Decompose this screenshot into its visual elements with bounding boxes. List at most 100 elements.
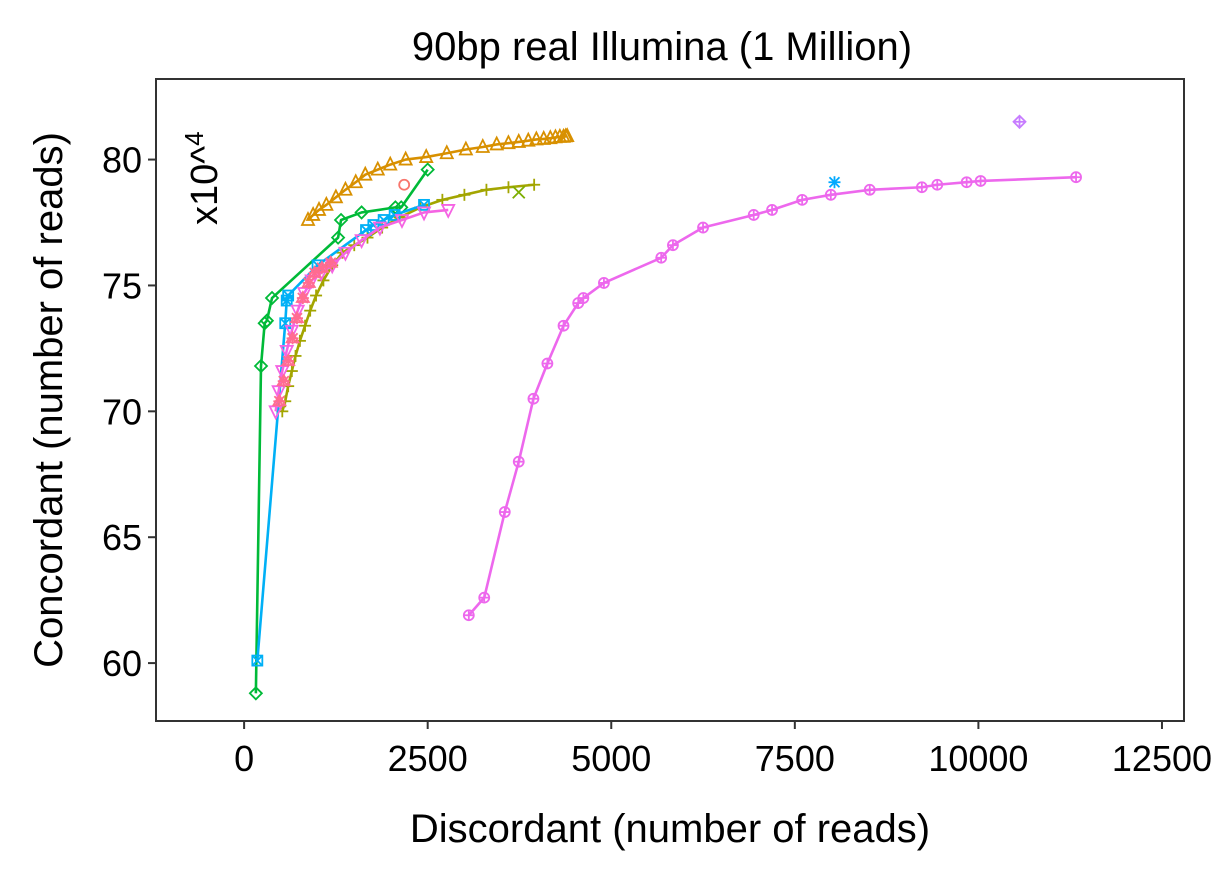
data-point	[290, 304, 306, 320]
data-point	[271, 385, 287, 401]
data-point	[372, 221, 388, 237]
plot-area	[155, 78, 1185, 722]
data-point	[284, 324, 300, 340]
x-tick-label: 5000	[571, 738, 651, 779]
data-point	[420, 162, 435, 177]
chart-title: 90bp real Illumina (1 Million)	[412, 25, 912, 69]
data-point	[300, 210, 316, 226]
data-point	[259, 313, 275, 328]
data-point	[264, 290, 280, 306]
data-point	[279, 345, 295, 360]
data-point	[915, 181, 928, 194]
data-point	[489, 135, 505, 151]
data-point	[354, 234, 370, 250]
data-point	[475, 137, 491, 153]
y-tick-label: 80	[102, 140, 142, 181]
data-point	[289, 349, 302, 362]
data-point	[655, 251, 668, 264]
data-point	[458, 140, 474, 156]
series-11	[1012, 114, 1027, 130]
data-point	[557, 319, 570, 332]
data-point	[284, 330, 301, 345]
x-axis: 0 2500 5000 7500 10000 12500	[234, 721, 1212, 779]
y-tick-label: 60	[102, 643, 142, 684]
data-point	[436, 193, 449, 206]
data-point	[398, 150, 414, 166]
y-axis-label: Concordant (number of reads)	[27, 132, 71, 668]
data-point	[285, 365, 298, 378]
data-point	[528, 130, 544, 146]
data-point	[960, 176, 973, 189]
data-point	[1012, 114, 1027, 130]
y-tick-label: 70	[102, 391, 142, 432]
data-point	[280, 353, 296, 367]
data-point	[248, 686, 264, 701]
y-tick-label: 75	[102, 265, 142, 306]
data-point	[323, 255, 339, 269]
data-point	[828, 176, 841, 189]
data-point	[271, 393, 287, 408]
data-point	[520, 131, 536, 147]
data-point	[295, 290, 311, 305]
series-layer	[248, 114, 1082, 701]
data-point	[478, 591, 491, 604]
data-point	[511, 132, 527, 148]
data-point	[527, 392, 540, 405]
data-point	[337, 180, 353, 196]
x-tick-label: 2500	[388, 738, 468, 779]
data-point	[357, 165, 373, 181]
data-point	[394, 214, 410, 230]
series-line	[254, 168, 429, 694]
data-point	[796, 193, 809, 206]
data-point	[501, 134, 516, 150]
data-point	[311, 200, 327, 216]
data-point	[304, 304, 317, 317]
data-point	[541, 357, 554, 370]
data-point	[354, 205, 369, 220]
data-point	[747, 209, 760, 221]
data-point	[337, 246, 353, 262]
data-point	[458, 188, 471, 201]
y-multiplier-label: x10^4	[179, 131, 226, 225]
data-point	[528, 178, 541, 191]
data-point	[418, 148, 434, 163]
x-axis-label: Discordant (number of reads)	[410, 807, 930, 851]
data-point	[348, 173, 364, 189]
data-point	[697, 221, 709, 234]
x-tick-label: 0	[234, 738, 254, 779]
y-tick-label: 65	[102, 517, 142, 558]
data-point	[824, 188, 837, 201]
data-point	[289, 310, 305, 325]
data-point	[305, 205, 321, 221]
series-10	[828, 176, 841, 189]
data-point	[1070, 171, 1082, 184]
data-point	[370, 160, 386, 176]
data-point	[931, 178, 944, 191]
data-point	[274, 365, 290, 381]
data-point	[863, 183, 876, 196]
x-tick-label: 7500	[755, 738, 835, 779]
y-axis: 60 65 70 75 80	[102, 140, 156, 684]
data-point	[974, 175, 987, 187]
data-point	[251, 654, 264, 667]
data-point	[416, 206, 432, 222]
data-point	[301, 275, 317, 289]
data-point	[498, 506, 511, 518]
data-point	[268, 405, 284, 421]
series-7	[398, 178, 411, 191]
data-point	[559, 127, 575, 143]
data-point	[667, 239, 679, 252]
x-tick-label: 12500	[1112, 738, 1212, 779]
data-point	[318, 195, 334, 211]
data-point	[577, 292, 590, 304]
data-point	[333, 212, 349, 228]
data-point	[766, 204, 778, 216]
x-tick-label: 10000	[928, 738, 1028, 779]
data-point	[512, 185, 526, 199]
data-point	[382, 155, 398, 171]
data-point	[253, 358, 269, 374]
data-point	[440, 204, 456, 219]
data-point	[512, 455, 525, 468]
data-point	[282, 289, 295, 302]
